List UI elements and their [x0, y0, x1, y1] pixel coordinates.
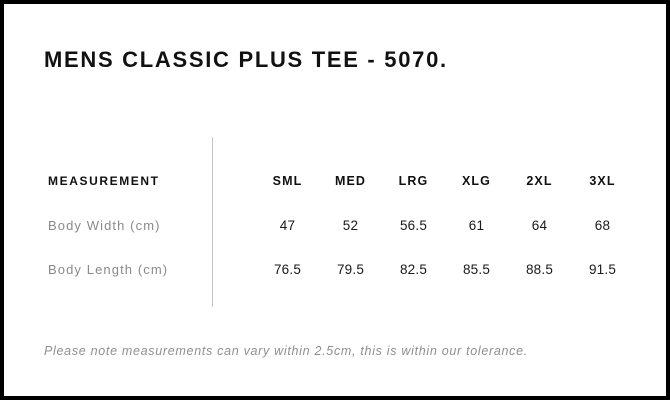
- cell-body-length-xlg: 85.5: [462, 261, 491, 277]
- cell-body-width-med: 52: [342, 217, 359, 233]
- cell-body-length-lrg: 82.5: [399, 261, 428, 277]
- size-chart-canvas: MENS CLASSIC PLUS TEE - 5070. MEASUREMEN…: [4, 4, 666, 396]
- cell-body-width-lrg: 56.5: [399, 217, 428, 233]
- table-row: Body Width (cm) 47 52 56.5 61 64 68: [44, 203, 634, 247]
- cell-body-width-sml: 47: [279, 217, 296, 233]
- cell-body-width-3xl: 68: [594, 217, 611, 233]
- column-divider: [212, 137, 213, 307]
- tolerance-note: Please note measurements can vary within…: [44, 344, 528, 358]
- column-header-size-sml: SML: [272, 174, 303, 188]
- cell-body-length-sml: 76.5: [273, 261, 302, 277]
- page-title: MENS CLASSIC PLUS TEE - 5070.: [44, 47, 448, 72]
- cell-body-length-med: 79.5: [336, 261, 365, 277]
- row-label-body-width: Body Width (cm): [48, 217, 161, 233]
- table-body: Body Width (cm) 47 52 56.5 61 64 68 Body…: [44, 203, 634, 291]
- cell-body-width-2xl: 64: [531, 217, 548, 233]
- cell-body-width-xlg: 61: [468, 217, 485, 233]
- column-header-measurement: MEASUREMENT: [48, 174, 160, 188]
- table-header: MEASUREMENT SML MED LRG XLG 2XL 3XL: [44, 159, 634, 203]
- table-header-row: MEASUREMENT SML MED LRG XLG 2XL 3XL: [44, 159, 634, 203]
- column-header-size-2xl: 2XL: [526, 174, 553, 188]
- column-header-size-med: MED: [334, 174, 367, 188]
- column-header-size-3xl: 3XL: [589, 174, 616, 188]
- column-header-size-lrg: LRG: [398, 174, 429, 188]
- column-header-size-xlg: XLG: [462, 174, 491, 188]
- cell-body-length-3xl: 91.5: [588, 261, 617, 277]
- size-chart-table: MEASUREMENT SML MED LRG XLG 2XL 3XL Body…: [44, 159, 634, 291]
- table-row: Body Length (cm) 76.5 79.5 82.5 85.5 88.…: [44, 247, 634, 291]
- cell-body-length-2xl: 88.5: [525, 261, 554, 277]
- row-label-body-length: Body Length (cm): [48, 261, 169, 277]
